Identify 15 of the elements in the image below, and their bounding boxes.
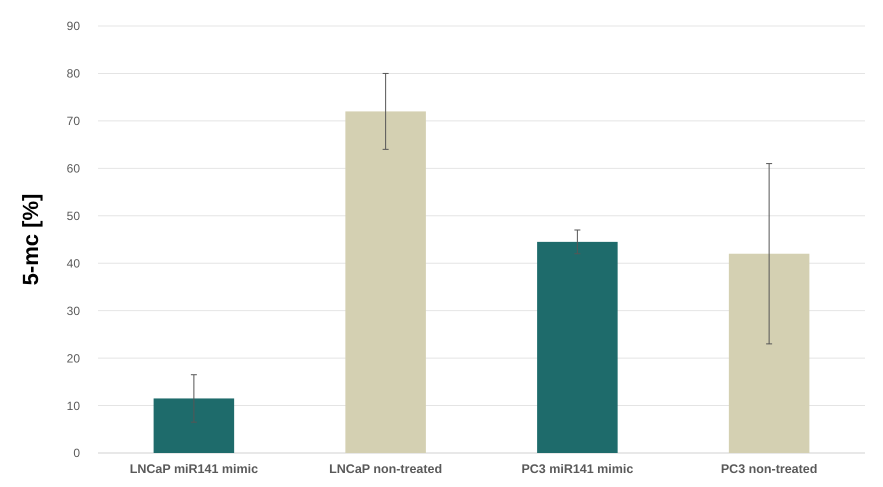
y-tick-label: 30 <box>66 304 80 318</box>
y-tick-label: 0 <box>73 446 80 460</box>
x-tick-label: PC3 non-treated <box>720 462 818 476</box>
x-tick-label: PC3 miR141 mimic <box>521 462 634 476</box>
y-tick-label: 50 <box>66 208 80 223</box>
y-tick-label: 80 <box>66 66 80 81</box>
y-tick-label: 10 <box>66 398 80 413</box>
y-tick-label: 70 <box>66 114 80 128</box>
x-tick-label: LNCaP miR141 mimic <box>130 462 258 476</box>
y-tick-label: 40 <box>66 256 80 270</box>
y-tick-label: 90 <box>66 19 80 34</box>
y-tick-label: 20 <box>66 351 80 366</box>
y-tick-label: 60 <box>66 162 80 176</box>
x-tick-label: LNCaP non-treated <box>329 462 442 476</box>
y-axis-title: 5-mc [%] <box>18 194 43 286</box>
